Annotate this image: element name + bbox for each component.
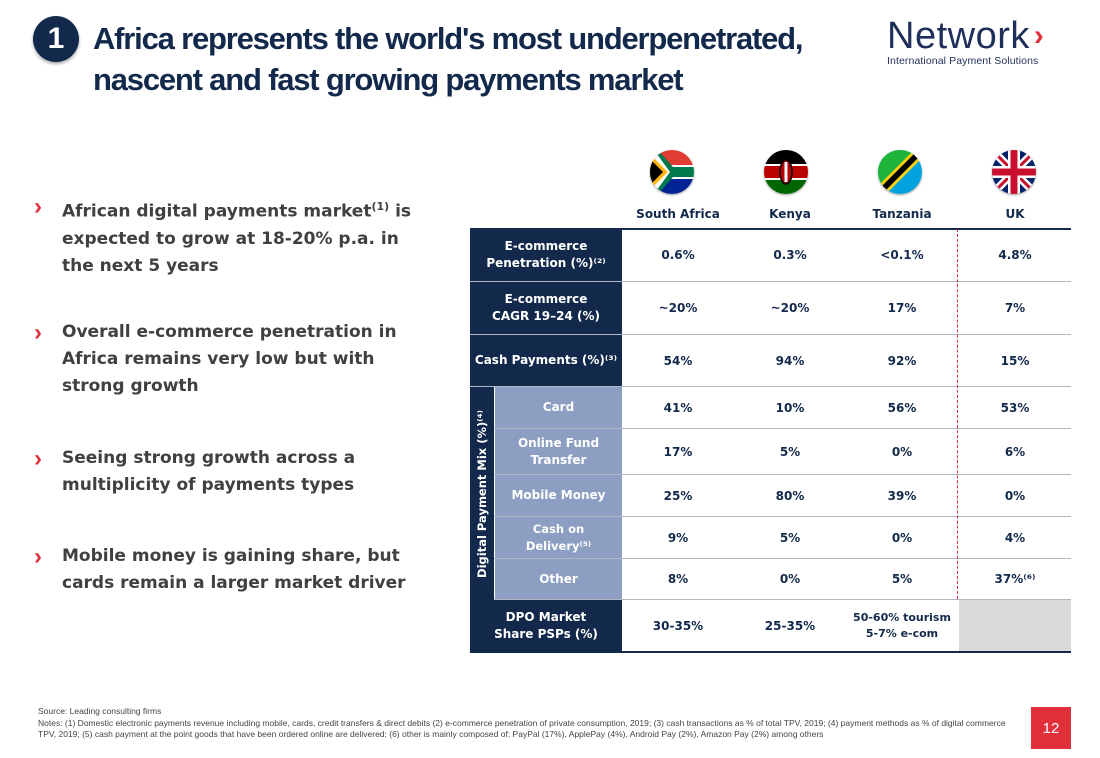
table-cell: 50-60% tourism 5-7% e-com xyxy=(853,610,951,640)
table-cell: 53% xyxy=(1000,400,1030,415)
table-cell: 4% xyxy=(1004,530,1026,545)
chevron-right-icon: › xyxy=(34,319,42,346)
row-label: Online Fund Transfer xyxy=(495,429,622,474)
bullet-item: › Overall e-commerce penetration in Afri… xyxy=(34,319,412,400)
column-header-kenya: Kenya xyxy=(769,207,811,221)
table-cell: 80% xyxy=(775,488,805,503)
bullet-footnote: (1) xyxy=(371,200,390,213)
table-row: Cash on Delivery⁽⁵⁾ 9% 5% 0% 4% xyxy=(470,517,1071,559)
bullet-text: Mobile money is gaining share, but cards… xyxy=(62,546,406,593)
chevron-right-icon: › xyxy=(34,193,42,220)
table-cell: 9% xyxy=(667,530,689,545)
bullet-text: African digital payments market xyxy=(62,201,372,222)
table-cell: 0.3% xyxy=(773,248,807,262)
table-cell: ~20% xyxy=(658,301,698,315)
chevron-right-icon: › xyxy=(34,543,42,570)
logo-word: Network xyxy=(887,15,1030,57)
source-note: Source: Leading consulting firms xyxy=(38,706,162,716)
table-cell: 92% xyxy=(887,353,917,368)
column-header-uk: UK xyxy=(1005,207,1025,221)
row-label: Cash Payments (%)⁽³⁾ xyxy=(470,335,622,386)
row-label: Card xyxy=(495,387,622,428)
table-row: Other 8% 0% 5% 37%⁽⁶⁾ xyxy=(470,559,1071,600)
bullet-item: › Mobile money is gaining share, but car… xyxy=(34,543,412,597)
table-row: Card 41% 10% 56% 53% xyxy=(470,387,1071,429)
uk-flag-icon xyxy=(992,150,1036,194)
title-line-2: nascent and fast growing payments market xyxy=(93,62,684,97)
table-cell: 17% xyxy=(887,301,917,315)
table-cell: 17% xyxy=(663,444,693,459)
column-header-tanzania: Tanzania xyxy=(872,207,932,221)
table-cell: 56% xyxy=(887,400,917,415)
tanzania-flag-icon xyxy=(878,150,922,194)
table-top-rule xyxy=(470,228,1071,230)
section-number-badge: 1 xyxy=(33,16,79,62)
table-cell: <0.1% xyxy=(880,248,924,262)
row-label: DPO Market Share PSPs (%) xyxy=(470,600,622,651)
digital-payment-mix-label: Digital Payment Mix (%)⁽⁴⁾ xyxy=(470,387,494,600)
title-line-1: Africa represents the world's most under… xyxy=(93,21,804,56)
row-label: Cash on Delivery⁽⁵⁾ xyxy=(495,517,622,558)
table-row: DPO Market Share PSPs (%) 30-35% 25-35% 5… xyxy=(470,600,1071,651)
row-label: Mobile Money xyxy=(495,475,622,516)
page-number: 12 xyxy=(1031,707,1071,749)
table-cell: 7% xyxy=(1004,301,1026,315)
table-cell: 37%⁽⁶⁾ xyxy=(994,572,1036,586)
row-label: E-commerce CAGR 19–24 (%) xyxy=(470,282,622,334)
page-title: Africa represents the world's most under… xyxy=(93,18,893,100)
table-cell: 5% xyxy=(779,530,801,545)
notes-text: Notes: (1) Domestic electronic payments … xyxy=(38,717,1006,740)
table-cell: 5% xyxy=(891,572,913,586)
bullet-text-cont: is expected to grow at 18-20% p.a. in th… xyxy=(62,201,412,276)
table-cell: 41% xyxy=(663,400,693,415)
table-cell: 5% xyxy=(779,444,801,459)
table-row: E-commerce CAGR 19–24 (%) ~20% ~20% 17% 7… xyxy=(470,282,1071,335)
table-cell: 10% xyxy=(775,400,805,415)
table-cell: 15% xyxy=(1000,353,1030,368)
network-logo: Network › International Payment Solution… xyxy=(887,14,1077,67)
table-cell: 30-35% xyxy=(652,618,704,633)
table-cell: 0.6% xyxy=(661,248,695,262)
table-cell: 39% xyxy=(887,488,917,503)
row-label: Other xyxy=(495,559,622,599)
table-cell: 54% xyxy=(663,353,693,368)
table-cell: 0% xyxy=(779,572,801,586)
row-label: E-commerce Penetration (%)⁽²⁾ xyxy=(470,229,622,281)
table-row: Cash Payments (%)⁽³⁾ 54% 94% 92% 15% xyxy=(470,335,1071,387)
table-cell: 0% xyxy=(1004,488,1026,503)
bullet-item: › African digital payments market(1) is … xyxy=(34,193,412,280)
table-cell: 94% xyxy=(775,353,805,368)
table-cell: 4.8% xyxy=(998,248,1032,262)
table-cell-empty xyxy=(959,600,1071,651)
bullet-text: Overall e-commerce penetration in Africa… xyxy=(62,322,397,396)
bullet-text: Seeing strong growth across a multiplici… xyxy=(62,448,356,495)
uk-divider xyxy=(957,229,958,599)
table-cell: 0% xyxy=(891,530,913,545)
bullet-item: › Seeing strong growth across a multipli… xyxy=(34,445,412,499)
footnotes: Source: Leading consulting firms Notes: … xyxy=(38,706,1018,741)
table-cell: 8% xyxy=(667,572,689,586)
south-africa-flag-icon xyxy=(650,150,694,194)
table-cell: 25-35% xyxy=(764,618,816,633)
table-row: Online Fund Transfer 17% 5% 0% 6% xyxy=(470,429,1071,475)
table-cell: 6% xyxy=(1004,444,1026,459)
table-row: E-commerce Penetration (%)⁽²⁾ 0.6% 0.3% <… xyxy=(470,229,1071,282)
chevron-right-icon: › xyxy=(1033,19,1045,52)
table-row: Mobile Money 25% 80% 39% 0% xyxy=(470,475,1071,517)
chevron-right-icon: › xyxy=(34,445,42,472)
table-cell: ~20% xyxy=(770,301,810,315)
column-header-south-africa: South Africa xyxy=(636,207,720,221)
table-cell: 0% xyxy=(891,444,913,459)
table-bottom-rule xyxy=(470,651,1071,653)
table-cell: 25% xyxy=(663,488,693,503)
logo-tagline: International Payment Solutions xyxy=(887,55,1039,67)
kenya-flag-icon xyxy=(764,150,808,194)
